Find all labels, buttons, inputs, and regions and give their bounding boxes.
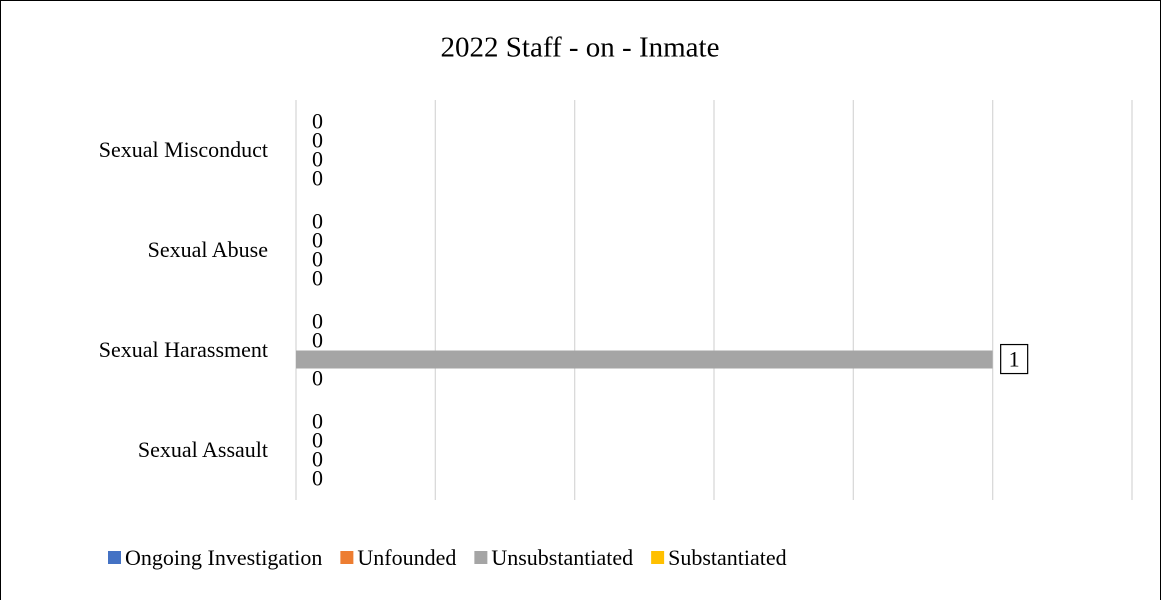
data-label: 0 (312, 309, 323, 334)
legend-label: Unsubstantiated (491, 545, 633, 570)
data-label: 0 (312, 128, 323, 153)
y-tick-label: Sexual Misconduct (99, 137, 268, 162)
data-label: 1 (1009, 347, 1020, 372)
data-label: 0 (312, 228, 323, 253)
data-label: 0 (312, 409, 323, 434)
legend-swatch (108, 551, 121, 564)
data-label: 0 (312, 147, 323, 172)
legend-swatch (474, 551, 488, 564)
chart-title: 2022 Staff - on - Inmate (441, 32, 720, 64)
data-label: 0 (312, 266, 323, 291)
data-label: 0 (312, 366, 323, 391)
legend-swatch (651, 551, 665, 564)
data-label: 0 (312, 447, 323, 472)
data-label: 0 (312, 109, 323, 134)
y-tick-label: Sexual Abuse (148, 237, 268, 262)
y-tick-label: Sexual Harassment (99, 337, 268, 362)
data-label: 0 (312, 328, 323, 353)
data-label-box (1000, 343, 1029, 375)
legend-label: Ongoing Investigation (125, 545, 322, 570)
bar (296, 350, 993, 369)
legend-swatch (340, 551, 354, 564)
data-label: 0 (312, 166, 323, 191)
legend-label: Unfounded (357, 545, 456, 570)
data-label: 0 (312, 209, 323, 234)
data-label: 0 (312, 466, 323, 491)
legend-label: Substantiated (668, 545, 787, 570)
y-tick-label: Sexual Assault (138, 437, 268, 462)
data-label: 0 (312, 247, 323, 272)
data-label: 0 (312, 428, 323, 453)
